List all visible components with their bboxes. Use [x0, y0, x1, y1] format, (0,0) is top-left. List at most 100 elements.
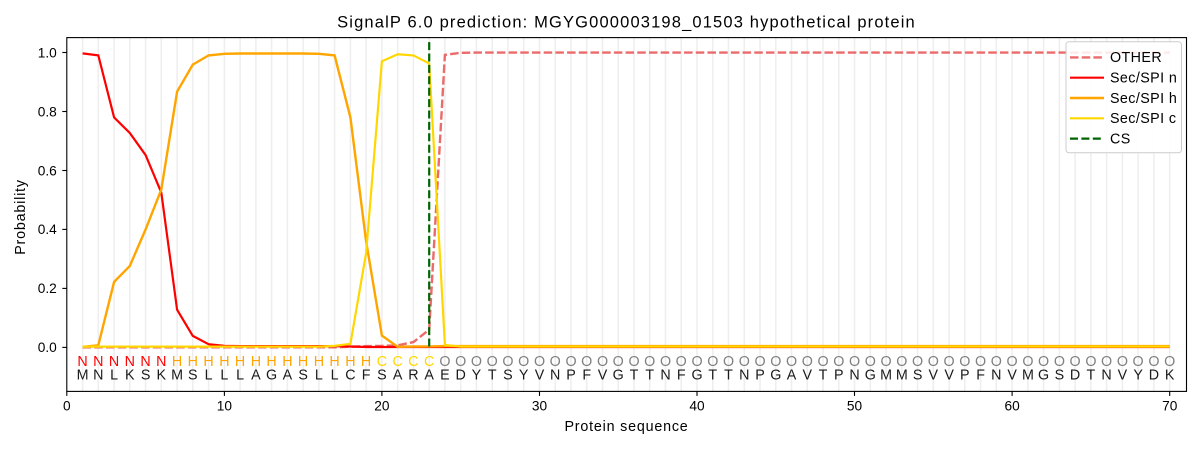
svg-text:V: V: [929, 367, 939, 383]
svg-text:70: 70: [1162, 399, 1178, 414]
svg-text:H: H: [282, 354, 292, 370]
svg-text:T: T: [724, 367, 733, 383]
svg-text:N: N: [1101, 367, 1111, 383]
svg-text:O: O: [660, 354, 671, 370]
svg-text:Y: Y: [472, 367, 482, 383]
svg-text:O: O: [739, 354, 750, 370]
svg-text:O: O: [896, 354, 907, 370]
svg-text:F: F: [582, 367, 591, 383]
svg-text:H: H: [314, 354, 324, 370]
svg-text:K: K: [157, 367, 167, 383]
svg-text:S: S: [1055, 367, 1065, 383]
svg-text:L: L: [205, 367, 213, 383]
svg-text:O: O: [1133, 354, 1144, 370]
svg-text:H: H: [266, 354, 276, 370]
svg-text:V: V: [803, 367, 813, 383]
svg-text:O: O: [1022, 354, 1033, 370]
svg-text:L: L: [110, 367, 118, 383]
svg-text:O: O: [565, 354, 576, 370]
svg-text:S: S: [188, 367, 198, 383]
svg-text:N: N: [140, 354, 150, 370]
svg-text:E: E: [440, 367, 450, 383]
svg-text:T: T: [819, 367, 828, 383]
svg-text:G: G: [1038, 367, 1049, 383]
svg-text:Sec/SPI n: Sec/SPI n: [1110, 71, 1177, 87]
svg-text:O: O: [628, 354, 639, 370]
svg-text:S: S: [298, 367, 308, 383]
svg-text:L: L: [220, 367, 228, 383]
svg-text:C: C: [424, 354, 434, 370]
svg-text:N: N: [550, 367, 560, 383]
svg-text:T: T: [488, 367, 497, 383]
svg-text:O: O: [487, 354, 498, 370]
svg-text:O: O: [881, 354, 892, 370]
svg-text:N: N: [77, 354, 87, 370]
svg-text:Y: Y: [519, 367, 529, 383]
svg-text:O: O: [770, 354, 781, 370]
svg-text:O: O: [471, 354, 482, 370]
svg-text:C: C: [393, 354, 403, 370]
svg-text:A: A: [787, 367, 797, 383]
svg-text:30: 30: [532, 399, 548, 414]
svg-text:O: O: [439, 354, 450, 370]
svg-text:T: T: [630, 367, 639, 383]
svg-text:H: H: [219, 354, 229, 370]
svg-text:C: C: [408, 354, 418, 370]
svg-text:Probability: Probability: [13, 179, 29, 255]
svg-text:O: O: [707, 354, 718, 370]
svg-text:N: N: [93, 367, 103, 383]
svg-text:O: O: [833, 354, 844, 370]
svg-text:T: T: [1087, 367, 1096, 383]
svg-text:V: V: [598, 367, 608, 383]
svg-text:F: F: [976, 367, 985, 383]
svg-text:V: V: [1118, 367, 1128, 383]
svg-text:O: O: [502, 354, 513, 370]
svg-text:O: O: [928, 354, 939, 370]
svg-text:G: G: [613, 367, 624, 383]
svg-text:N: N: [849, 367, 859, 383]
svg-text:O: O: [676, 354, 687, 370]
svg-text:O: O: [912, 354, 923, 370]
svg-text:10: 10: [217, 399, 233, 414]
svg-text:O: O: [959, 354, 970, 370]
svg-text:O: O: [1007, 354, 1018, 370]
svg-text:H: H: [172, 354, 182, 370]
svg-text:O: O: [597, 354, 608, 370]
svg-text:O: O: [534, 354, 545, 370]
svg-text:A: A: [283, 367, 293, 383]
svg-text:H: H: [251, 354, 261, 370]
svg-text:M: M: [171, 367, 183, 383]
svg-text:60: 60: [1004, 399, 1020, 414]
svg-text:A: A: [393, 367, 403, 383]
svg-text:0.2: 0.2: [38, 281, 57, 296]
svg-text:G: G: [691, 367, 702, 383]
svg-text:S: S: [141, 367, 151, 383]
svg-text:H: H: [188, 354, 198, 370]
svg-text:20: 20: [374, 399, 390, 414]
svg-text:O: O: [849, 354, 860, 370]
svg-text:P: P: [566, 367, 576, 383]
svg-text:O: O: [1164, 354, 1175, 370]
svg-text:O: O: [613, 354, 624, 370]
svg-text:O: O: [691, 354, 702, 370]
svg-text:N: N: [660, 367, 670, 383]
svg-text:Protein sequence: Protein sequence: [564, 419, 688, 435]
svg-text:N: N: [991, 367, 1001, 383]
svg-text:0.4: 0.4: [38, 222, 57, 237]
svg-text:OTHER: OTHER: [1110, 50, 1162, 66]
svg-text:C: C: [345, 367, 355, 383]
svg-text:S: S: [913, 367, 923, 383]
svg-text:H: H: [345, 354, 355, 370]
svg-text:0.6: 0.6: [38, 163, 57, 178]
svg-text:P: P: [834, 367, 844, 383]
svg-text:D: D: [1149, 367, 1159, 383]
svg-text:D: D: [1070, 367, 1080, 383]
svg-text:O: O: [1038, 354, 1049, 370]
svg-text:G: G: [266, 367, 277, 383]
svg-text:A: A: [424, 367, 434, 383]
svg-text:A: A: [251, 367, 261, 383]
svg-text:O: O: [550, 354, 561, 370]
svg-text:40: 40: [689, 399, 705, 414]
svg-text:L: L: [331, 367, 339, 383]
svg-text:O: O: [944, 354, 955, 370]
